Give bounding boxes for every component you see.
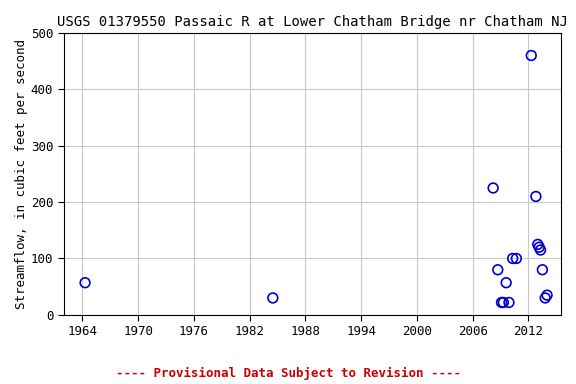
Point <box>536 247 545 253</box>
Point <box>533 241 543 247</box>
Point <box>508 255 517 262</box>
Point <box>268 295 278 301</box>
Y-axis label: Streamflow, in cubic feet per second: Streamflow, in cubic feet per second <box>15 39 28 309</box>
Point <box>499 300 508 306</box>
Point <box>541 295 550 301</box>
Point <box>543 292 552 298</box>
Point <box>497 300 506 306</box>
Point <box>535 244 544 250</box>
Point <box>511 255 521 262</box>
Point <box>526 53 536 59</box>
Point <box>502 280 511 286</box>
Point <box>488 185 498 191</box>
Point <box>538 266 547 273</box>
Point <box>493 266 502 273</box>
Point <box>81 280 90 286</box>
Point <box>505 300 514 306</box>
Text: ---- Provisional Data Subject to Revision ----: ---- Provisional Data Subject to Revisio… <box>116 367 460 380</box>
Point <box>531 194 540 200</box>
Title: USGS 01379550 Passaic R at Lower Chatham Bridge nr Chatham NJ: USGS 01379550 Passaic R at Lower Chatham… <box>57 15 568 29</box>
